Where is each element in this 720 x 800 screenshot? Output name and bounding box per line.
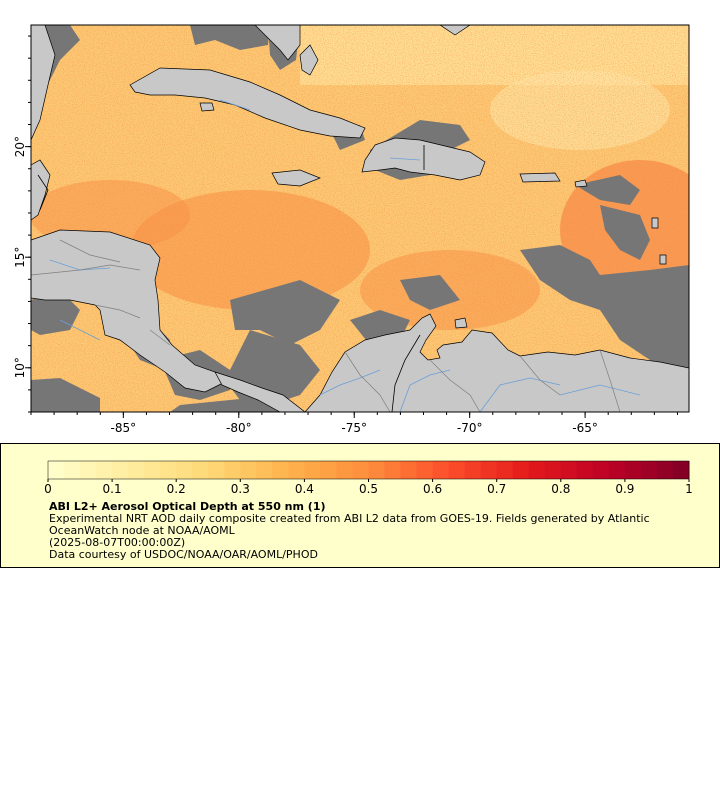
colorbar-cell	[368, 461, 386, 479]
colorbar-tick-label: 0.7	[487, 482, 506, 496]
land-masses	[31, 25, 689, 412]
land-andros	[299, 44, 319, 76]
land-puerto-rico	[519, 172, 561, 183]
colorbar-cell	[544, 461, 562, 479]
colorbar-cell	[608, 461, 626, 479]
colorbar-cell	[272, 461, 289, 479]
land-south-america	[304, 313, 689, 412]
land-cuba	[129, 67, 366, 139]
colorbar-tick-label: 0.3	[231, 482, 250, 496]
colorbar-cell	[128, 461, 145, 479]
country-borders-black	[37, 145, 425, 412]
land-mexico-edge	[31, 25, 56, 141]
colorbar-tick-label: 0	[44, 482, 52, 496]
legend-description: Experimental NRT AOD daily composite cre…	[49, 512, 650, 537]
colorbar-cell	[80, 461, 97, 479]
colorbar-tick-label: 0.1	[103, 482, 122, 496]
colorbar-cell	[384, 461, 402, 479]
colorbar-cell	[320, 461, 337, 479]
legend-timestamp: (2025-08-07T00:00:00Z)	[49, 536, 186, 549]
land-bahamas	[254, 25, 301, 61]
land-abc-islands	[454, 317, 468, 329]
colorbar-cell	[432, 461, 450, 479]
legend-text: ABI L2+ Aerosol Optical Depth at 550 nm …	[49, 501, 699, 561]
colorbar-cell	[96, 461, 113, 479]
land-central-america	[31, 159, 226, 393]
lat-tick-label: 10°	[13, 357, 27, 378]
colorbar-cell	[336, 461, 353, 479]
land-hispaniola	[361, 137, 486, 181]
lon-tick-label: -75°	[341, 421, 367, 435]
colorbar-tick-label: 0.5	[359, 482, 378, 496]
borders	[31, 239, 621, 412]
colorbar-cell	[512, 461, 530, 479]
colorbar-cell	[304, 461, 321, 479]
map-plot-area	[31, 25, 689, 412]
colorbar-cell	[592, 461, 610, 479]
colorbar-cell	[224, 461, 241, 479]
colorbar-tick-label: 0.6	[423, 482, 442, 496]
colorbar-ticks: 0 0.1 0.2 0.3 0.4 0.5 0.6 0.7 0.8 0.9 1	[44, 479, 693, 496]
map-figure: -85° -80° -75° -70° -65° 20° 15° 10°	[13, 24, 690, 435]
lat-tick-label: 20°	[13, 136, 27, 157]
colorbar-cell	[448, 461, 466, 479]
colorbar-cell	[160, 461, 177, 479]
lat-tick-label: 15°	[13, 247, 27, 268]
colorbar-tick-label: 0.8	[551, 482, 570, 496]
longitude-ticks: -85° -80° -75° -70° -65°	[30, 412, 678, 435]
colorbar-cell	[288, 461, 305, 479]
colorbar-cell	[112, 461, 129, 479]
land-small-islands	[574, 179, 588, 188]
colorbar: 0 0.1 0.2 0.3 0.4 0.5 0.6 0.7 0.8 0.9 1	[44, 460, 693, 496]
legend-panel: 0 0.1 0.2 0.3 0.4 0.5 0.6 0.7 0.8 0.9 1 ABI L2+ Ae…	[0, 443, 720, 568]
legend-title: ABI L2+ Aerosol Optical Depth at 550 nm …	[49, 500, 326, 513]
lon-tick-label: -85°	[111, 421, 137, 435]
map-frame	[30, 24, 690, 413]
colorbar-tick-label: 0.9	[615, 482, 634, 496]
colorbar-cell	[656, 461, 674, 479]
colorbar-cell	[672, 461, 690, 479]
land-isla-juventud	[199, 102, 215, 112]
colorbar-tick-label: 0.4	[295, 482, 314, 496]
aod-map: -85° -80° -75° -70° -65° 20° 15° 10°	[13, 24, 690, 435]
colorbar-tick-label: 0.2	[167, 482, 186, 496]
colorbar-tick-label: 1	[685, 482, 693, 496]
land-jamaica	[271, 169, 321, 187]
colorbar-cells	[48, 461, 690, 479]
colorbar-cell	[416, 461, 434, 479]
colorbar-cell	[144, 461, 161, 479]
colorbar-cell	[464, 461, 482, 479]
colorbar-cell	[576, 461, 594, 479]
colorbar-cell	[624, 461, 642, 479]
colorbar-cell	[48, 461, 65, 479]
latitude-ticks: 20° 15° 10°	[13, 35, 31, 413]
colorbar-cell	[352, 461, 369, 479]
lon-tick-label: -80°	[226, 421, 252, 435]
colorbar-cell	[528, 461, 546, 479]
land-florida	[439, 25, 471, 36]
colorbar-cell	[496, 461, 514, 479]
colorbar-cell	[192, 461, 209, 479]
colorbar-cell	[256, 461, 273, 479]
colorbar-cell	[208, 461, 225, 479]
legend-credit: Data courtesy of USDOC/NOAA/OAR/AOML/PHO…	[49, 548, 318, 561]
rivers	[49, 99, 641, 412]
colorbar-cell	[400, 461, 418, 479]
colorbar-cell	[64, 461, 81, 479]
colorbar-cell	[560, 461, 578, 479]
land-panama	[214, 371, 306, 412]
lon-tick-label: -70°	[457, 421, 483, 435]
land-lesser-antilles	[651, 217, 667, 265]
lon-tick-label: -65°	[572, 421, 598, 435]
colorbar-cell	[176, 461, 193, 479]
colorbar-cell	[240, 461, 257, 479]
colorbar-cell	[480, 461, 498, 479]
colorbar-cell	[640, 461, 658, 479]
